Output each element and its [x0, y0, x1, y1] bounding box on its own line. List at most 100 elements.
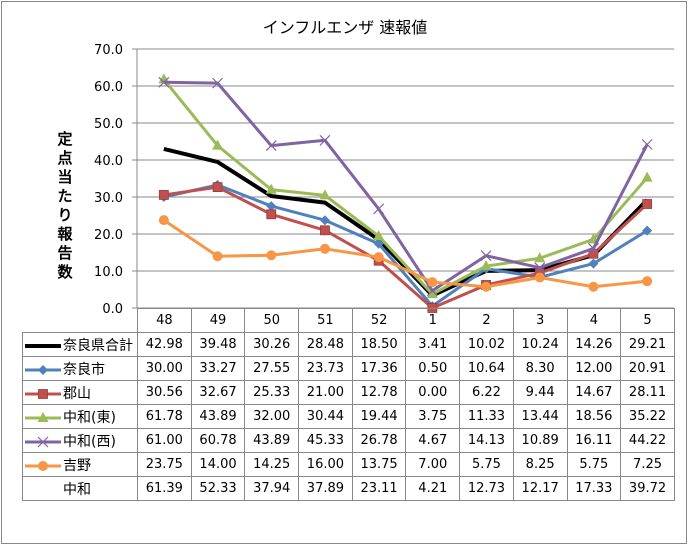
data-point-circle: [373, 252, 384, 263]
table-row: 吉野 23.75 14.00 14.25 16.00 13.75 7.00 5.75 8.25 5…: [22, 452, 675, 477]
data-point-square: [642, 199, 653, 209]
data-point-diamond: [38, 364, 48, 375]
legend-label: 吉野: [63, 457, 91, 474]
data-label: 12.78: [351, 380, 407, 405]
data-point-x: [588, 242, 599, 254]
legend-label: 中和(西): [63, 433, 116, 450]
series-line-2: [163, 185, 649, 310]
data-label: 6.22: [459, 380, 514, 405]
data-label: 28.48: [298, 332, 353, 357]
data-label: 30.44: [298, 404, 353, 429]
data-point-x: [212, 77, 223, 89]
data-label: 32.00: [244, 404, 300, 429]
legend-entry: 中和(西): [22, 428, 138, 453]
table-row: 奈良県合計 42.98 39.48 30.26 28.48 18.50 3.41 10.02 1…: [22, 332, 675, 357]
x-category-label: 5: [620, 308, 675, 333]
data-label: 12.73: [459, 476, 514, 501]
y-axis-label: 定点当たり報告数: [57, 130, 73, 281]
data-point-triangle: [641, 171, 653, 182]
y-tick-label: 40.0: [94, 154, 123, 169]
data-label: 17.36: [351, 356, 407, 381]
series-line-1: [163, 183, 648, 308]
data-label: 18.56: [566, 404, 622, 429]
legend-key-icon: [23, 339, 63, 353]
data-label: 52.33: [190, 476, 246, 501]
data-point-diamond: [373, 238, 384, 249]
data-point-triangle: [265, 183, 277, 194]
legend-label: 中和(東): [63, 409, 116, 426]
data-label: 14.26: [566, 332, 622, 357]
data-point-square: [266, 209, 277, 220]
legend-entry: 郡山: [22, 380, 138, 405]
table-row: 中和(西) 61.00 60.78 43.89 45.33 26.78 4.67 14.13 1…: [22, 428, 675, 453]
data-label: 10.24: [512, 332, 568, 357]
data-label: 13.75: [351, 452, 407, 477]
data-label: 12.17: [512, 476, 568, 501]
data-label: 60.78: [190, 428, 246, 453]
data-label: 43.89: [244, 428, 300, 453]
data-label: 14.67: [566, 380, 622, 405]
legend-key-icon: [23, 459, 63, 473]
data-label: 9.44: [512, 380, 568, 405]
data-point-circle: [642, 276, 653, 287]
data-label: 19.44: [351, 404, 407, 429]
x-category-label: 52: [351, 308, 407, 333]
legend-entry: 奈良市: [22, 356, 138, 381]
data-label: 12.00: [566, 356, 622, 381]
legend-label: 奈良市: [63, 361, 105, 378]
data-label: 5.75: [459, 452, 514, 477]
legend-label: 中和: [63, 481, 91, 498]
data-point-square: [212, 182, 223, 193]
series-line-3: [162, 78, 649, 296]
data-point-circle: [266, 250, 277, 261]
data-point-diamond: [642, 225, 653, 236]
data-label: 16.11: [566, 428, 622, 453]
data-label: 4.21: [405, 476, 461, 501]
data-point-square: [38, 388, 48, 399]
data-label: 33.27: [190, 356, 246, 381]
data-point-circle: [481, 281, 492, 292]
legend-label: 奈良県合計: [63, 337, 133, 354]
data-label: 25.33: [244, 380, 300, 405]
legend-key-icon: [23, 483, 63, 497]
x-category-label: 2: [459, 308, 514, 333]
x-category-label: 50: [244, 308, 300, 333]
data-point-circle: [319, 243, 330, 254]
x-category-label: 3: [512, 308, 568, 333]
x-category-label: 1: [405, 308, 461, 333]
legend-label: 郡山: [63, 385, 91, 402]
data-label: 39.72: [620, 476, 675, 501]
y-tick-label: 60.0: [94, 80, 123, 95]
data-point-triangle: [37, 411, 49, 422]
data-point-circle: [38, 460, 48, 471]
data-label: 10.02: [459, 332, 514, 357]
y-tick-label: 10.0: [94, 265, 123, 280]
data-label: 0.50: [405, 356, 461, 381]
data-label: 14.25: [244, 452, 300, 477]
data-point-triangle: [373, 230, 385, 241]
data-label: 35.22: [620, 404, 675, 429]
table-header-row: 48 49 50 51 52 1 2 3 4 5: [22, 308, 675, 333]
x-category-label: 49: [190, 308, 246, 333]
legend-entry: 吉野: [22, 452, 138, 477]
legend-entry: 中和(東): [22, 404, 138, 429]
data-label: 43.89: [190, 404, 246, 429]
data-label: 61.78: [137, 404, 192, 429]
data-label: 42.98: [137, 332, 192, 357]
legend-entry: 中和: [22, 476, 138, 501]
data-label: 7.00: [405, 452, 461, 477]
data-point-square: [158, 190, 169, 200]
y-tick-label: 50.0: [94, 117, 123, 132]
x-category-label: 4: [566, 308, 622, 333]
legend-key-icon: [23, 411, 63, 425]
y-tick-label: 20.0: [94, 228, 123, 243]
data-label: 29.21: [620, 332, 675, 357]
y-tick-label: 30.0: [94, 191, 123, 206]
data-point-x: [534, 262, 546, 274]
data-label: 7.25: [620, 452, 675, 477]
data-point-x: [480, 250, 492, 262]
data-label: 21.00: [298, 380, 353, 405]
data-point-circle: [212, 251, 223, 262]
data-label: 61.39: [137, 476, 192, 501]
data-label: 0.00: [405, 380, 461, 405]
